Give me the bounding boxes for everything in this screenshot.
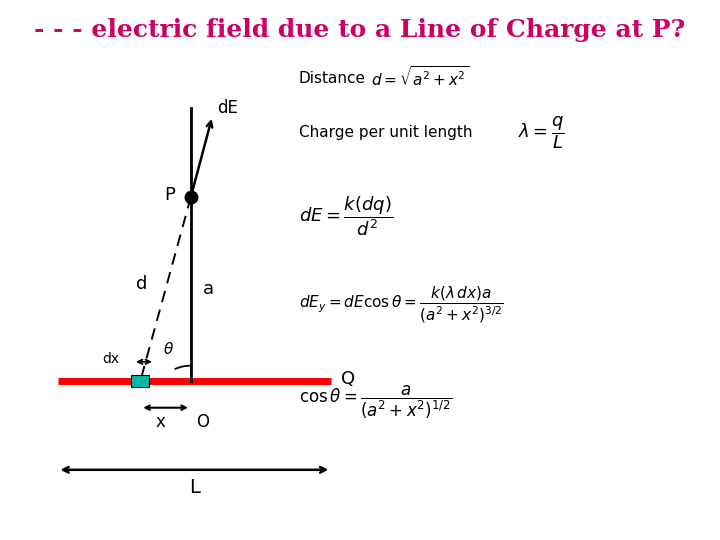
Text: $d = \sqrt{a^2 + x^2}$: $d = \sqrt{a^2 + x^2}$ (371, 65, 469, 89)
Text: Q: Q (341, 370, 356, 388)
Text: dE: dE (217, 99, 238, 117)
Text: - - - electric field due to a Line of Charge at P?: - - - electric field due to a Line of Ch… (35, 18, 685, 42)
Bar (132, 375, 150, 387)
Text: x: x (156, 413, 166, 431)
Text: dx: dx (102, 352, 120, 366)
Text: $\theta$: $\theta$ (163, 341, 174, 357)
Text: $dE_y = dE\cos\theta = \dfrac{k(\lambda\, dx)a}{(a^2 + x^2)^{3/2}}$: $dE_y = dE\cos\theta = \dfrac{k(\lambda\… (299, 285, 503, 325)
Text: Charge per unit length: Charge per unit length (299, 125, 472, 140)
Text: d: d (136, 275, 148, 293)
Text: $dE = \dfrac{k(dq)}{d^2}$: $dE = \dfrac{k(dq)}{d^2}$ (299, 194, 393, 238)
Text: a: a (203, 280, 214, 298)
Text: L: L (189, 478, 200, 497)
Text: $\cos\theta = \dfrac{a}{(a^2 + x^2)^{1/2}}$: $\cos\theta = \dfrac{a}{(a^2 + x^2)^{1/2… (299, 383, 452, 421)
Text: Distance: Distance (299, 71, 366, 86)
Text: $\lambda = \dfrac{q}{L}$: $\lambda = \dfrac{q}{L}$ (518, 114, 565, 151)
Text: O: O (196, 413, 209, 431)
Text: P: P (164, 186, 175, 204)
